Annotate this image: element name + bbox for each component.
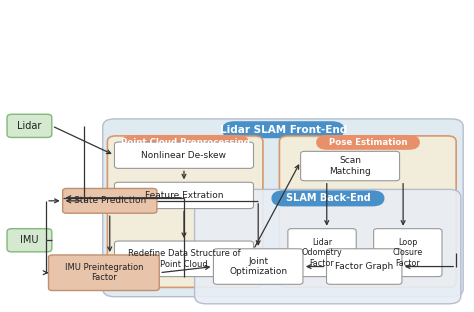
FancyBboxPatch shape [222, 121, 345, 138]
FancyBboxPatch shape [301, 151, 400, 181]
FancyBboxPatch shape [115, 241, 254, 277]
Text: Pose Estimation: Pose Estimation [329, 138, 407, 147]
FancyBboxPatch shape [288, 229, 356, 277]
FancyBboxPatch shape [374, 229, 442, 277]
Text: Lidar: Lidar [17, 121, 42, 131]
Text: Factor Graph: Factor Graph [335, 262, 393, 271]
FancyBboxPatch shape [48, 255, 159, 290]
Text: Feature Extration: Feature Extration [145, 191, 223, 200]
Text: IMU: IMU [20, 235, 39, 245]
FancyBboxPatch shape [327, 249, 402, 284]
FancyBboxPatch shape [121, 135, 249, 150]
Text: SLAM Back-End: SLAM Back-End [285, 193, 370, 203]
Text: State Prediction: State Prediction [73, 196, 146, 205]
Text: IMU Preintegration
Factor: IMU Preintegration Factor [64, 263, 143, 282]
Text: Loop
Closure
Factor: Loop Closure Factor [392, 238, 423, 267]
FancyBboxPatch shape [279, 136, 456, 287]
FancyBboxPatch shape [115, 142, 254, 168]
Text: Redefine Data Structure of
Point Cloud: Redefine Data Structure of Point Cloud [128, 249, 240, 269]
FancyBboxPatch shape [7, 229, 52, 252]
FancyBboxPatch shape [115, 182, 254, 208]
Text: Lidar SLAM Front-End: Lidar SLAM Front-End [219, 125, 347, 135]
Text: Nonlinear De-skew: Nonlinear De-skew [141, 151, 227, 160]
Text: Lidar
Odometry
Factor: Lidar Odometry Factor [301, 238, 342, 267]
Text: Scan
Matching: Scan Matching [329, 156, 371, 176]
FancyBboxPatch shape [108, 136, 263, 287]
Text: Point Cloud Preprocessing: Point Cloud Preprocessing [121, 138, 249, 147]
FancyBboxPatch shape [316, 135, 420, 150]
FancyBboxPatch shape [63, 188, 157, 213]
FancyBboxPatch shape [7, 114, 52, 138]
FancyBboxPatch shape [195, 189, 461, 304]
FancyBboxPatch shape [213, 249, 303, 284]
FancyBboxPatch shape [272, 190, 384, 207]
FancyBboxPatch shape [103, 119, 463, 297]
Text: Joint
Optimization: Joint Optimization [229, 257, 287, 276]
